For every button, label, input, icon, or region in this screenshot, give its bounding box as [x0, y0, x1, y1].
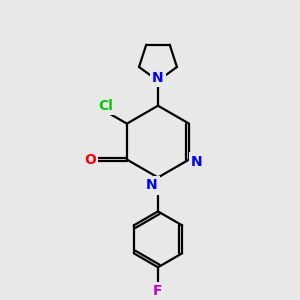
Text: N: N [191, 154, 203, 169]
Text: N: N [146, 178, 158, 193]
Text: F: F [153, 284, 163, 298]
Text: O: O [84, 153, 96, 166]
Text: N: N [152, 71, 164, 85]
Text: Cl: Cl [98, 99, 113, 113]
